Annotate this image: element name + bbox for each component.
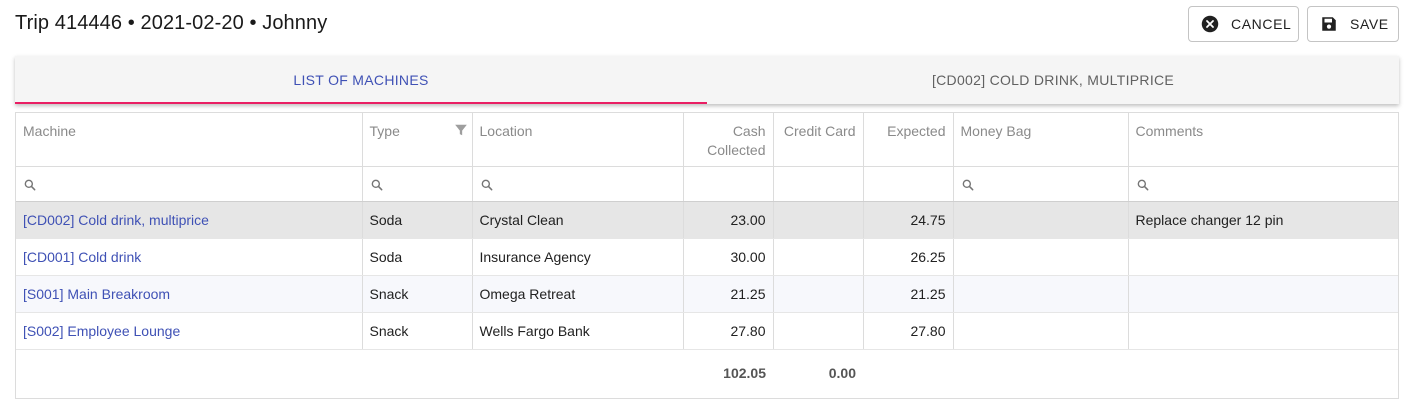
table-row[interactable]: [S001] Main Breakroom Snack Omega Retrea… <box>16 275 1398 313</box>
money-bag-cell[interactable] <box>953 201 1129 239</box>
cancel-button[interactable]: CANCEL <box>1188 6 1299 42</box>
comments-filter-input[interactable] <box>1128 166 1398 202</box>
machine-filter-input[interactable] <box>16 166 363 202</box>
type-cell: Snack <box>362 312 473 350</box>
column-header-credit-card[interactable]: Credit Card <box>773 113 864 167</box>
type-cell: Snack <box>362 275 473 313</box>
save-button[interactable]: SAVE <box>1307 6 1399 42</box>
column-header-comments[interactable]: Comments <box>1128 113 1398 167</box>
cash-collected-cell[interactable]: 23.00 <box>683 201 774 239</box>
expected-filter-cell <box>863 166 954 202</box>
cash-collected-cell[interactable]: 21.25 <box>683 275 774 313</box>
money-bag-cell[interactable] <box>953 238 1129 276</box>
credit-card-cell[interactable] <box>773 275 864 313</box>
location-cell: Insurance Agency <box>472 238 684 276</box>
search-icon <box>961 178 975 192</box>
machine-link[interactable]: [CD001] Cold drink <box>23 248 142 265</box>
comments-cell[interactable] <box>1128 312 1398 350</box>
search-icon <box>480 178 494 192</box>
filter-row <box>16 166 1398 202</box>
table-row[interactable]: [CD001] Cold drink Soda Insurance Agency… <box>16 238 1398 276</box>
column-header-money-bag[interactable]: Money Bag <box>953 113 1129 167</box>
credit-card-cell[interactable] <box>773 238 864 276</box>
column-header-location[interactable]: Location <box>472 113 684 167</box>
floppy-disk-icon <box>1320 14 1338 34</box>
machine-link[interactable]: [S002] Employee Lounge <box>23 322 181 339</box>
type-cell: Soda <box>362 201 473 239</box>
cash-collected-total: 102.05 <box>723 365 766 382</box>
column-header-cash-collected[interactable]: Cash Collected <box>683 113 774 167</box>
credit-card-cell[interactable] <box>773 312 864 350</box>
table-row[interactable]: [S002] Employee Lounge Snack Wells Fargo… <box>16 312 1398 350</box>
type-filter-input[interactable] <box>362 166 473 202</box>
page-title: Trip 414446 • 2021-02-20 • Johnny <box>15 12 328 34</box>
money-bag-cell[interactable] <box>953 275 1129 313</box>
machine-link[interactable]: [CD002] Cold drink, multiprice <box>23 211 209 228</box>
funnel-icon[interactable] <box>454 123 468 137</box>
column-header-expected[interactable]: Expected <box>863 113 954 167</box>
tab-list-of-machines[interactable]: LIST OF MACHINES <box>15 56 707 104</box>
type-cell: Soda <box>362 238 473 276</box>
credit-card-cell[interactable] <box>773 201 864 239</box>
comments-cell[interactable] <box>1128 238 1398 276</box>
location-cell: Crystal Clean <box>472 201 684 239</box>
credit-filter-cell <box>773 166 864 202</box>
comments-cell[interactable] <box>1128 275 1398 313</box>
cancel-label: CANCEL <box>1231 16 1292 32</box>
tab-bar: LIST OF MACHINES [CD002] COLD DRINK, MUL… <box>15 56 1399 104</box>
money-bag-cell[interactable] <box>953 312 1129 350</box>
expected-cell: 27.80 <box>863 312 954 350</box>
cash-filter-cell <box>683 166 774 202</box>
machines-table: Machine Type Location Cash Collected Cre… <box>16 113 1398 397</box>
column-header-type-label: Type <box>369 123 400 139</box>
comments-cell[interactable]: Replace changer 12 pin <box>1128 201 1398 239</box>
location-filter-input[interactable] <box>472 166 684 202</box>
totals-row: 102.05 0.00 <box>16 349 1398 397</box>
cash-collected-cell[interactable]: 27.80 <box>683 312 774 350</box>
machines-grid: Machine Type Location Cash Collected Cre… <box>15 112 1399 399</box>
expected-cell: 26.25 <box>863 238 954 276</box>
credit-card-total: 0.00 <box>828 365 856 382</box>
expected-cell: 21.25 <box>863 275 954 313</box>
table-row[interactable]: [CD002] Cold drink, multiprice Soda Crys… <box>16 201 1398 239</box>
machine-link[interactable]: [S001] Main Breakroom <box>23 285 171 302</box>
location-cell: Omega Retreat <box>472 275 684 313</box>
cash-collected-cell[interactable]: 30.00 <box>683 238 774 276</box>
column-header-machine[interactable]: Machine <box>16 113 363 167</box>
header: Trip 414446 • 2021-02-20 • Johnny CANCEL… <box>0 0 1411 48</box>
search-icon <box>1136 178 1150 192</box>
search-icon <box>23 178 37 192</box>
column-header-type[interactable]: Type <box>362 113 473 167</box>
close-circle-icon <box>1201 14 1219 34</box>
location-cell: Wells Fargo Bank <box>472 312 684 350</box>
search-icon <box>370 178 384 192</box>
money-bag-filter-input[interactable] <box>953 166 1129 202</box>
save-label: SAVE <box>1350 16 1389 32</box>
tab-machine-detail[interactable]: [CD002] COLD DRINK, MULTIPRICE <box>931 72 1175 88</box>
expected-cell: 24.75 <box>863 201 954 239</box>
